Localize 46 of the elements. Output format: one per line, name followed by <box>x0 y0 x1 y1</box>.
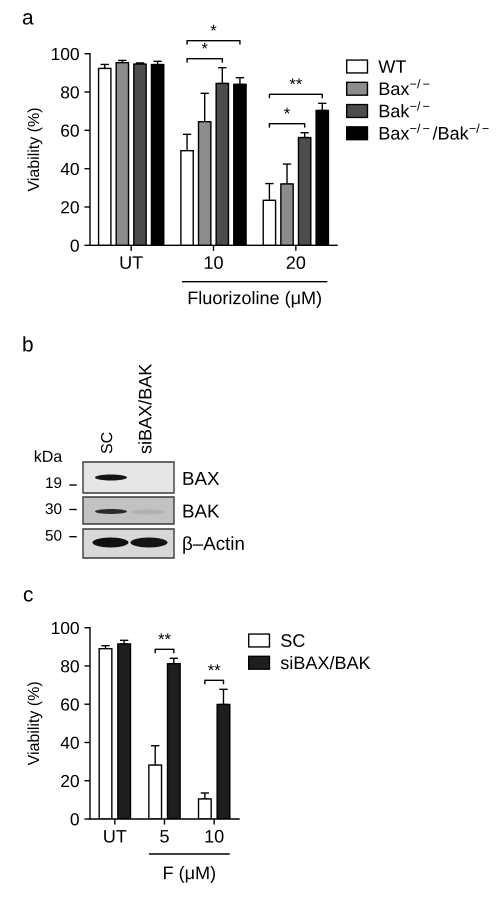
text: β–Actin <box>183 536 244 554</box>
annotation: ** <box>158 633 171 640</box>
annotation: * <box>284 108 290 114</box>
x-tick-label: UT <box>104 830 126 843</box>
text: BAK <box>184 504 220 518</box>
text: siBAX/BAK <box>138 364 152 454</box>
x-axis-title: Fluorizoline (μM) <box>188 291 321 308</box>
legend-label: Bax$^{−/−}$/Bak$^{−/−}$ <box>380 124 489 140</box>
y-tick-label: 0 <box>70 813 79 826</box>
text: b <box>23 336 33 352</box>
x-tick-label: 10 <box>204 256 223 269</box>
y-tick-label: 0 <box>70 239 79 252</box>
y-tick-label: 40 <box>60 736 79 749</box>
annotation: ** <box>290 78 302 84</box>
y-tick-label: 40 <box>60 162 79 176</box>
text: 30 <box>46 503 62 514</box>
y-tick-label: 100 <box>52 622 79 634</box>
y-axis-title: Viability (%) <box>27 682 42 766</box>
x-tick-label: UT <box>120 256 143 269</box>
text: * <box>202 42 208 49</box>
text: BAX <box>184 472 220 485</box>
text: SC <box>100 432 112 454</box>
legend-label: WT <box>378 60 406 73</box>
x-axis-title: F (μM) <box>164 866 215 883</box>
text: kDa <box>34 450 62 462</box>
y-tick-label: 80 <box>61 86 79 98</box>
legend-label: Bak$^{−/−}$ <box>380 101 430 118</box>
x-tick-label: 20 <box>286 256 306 269</box>
y-tick-label: 60 <box>61 124 79 137</box>
legend-label: SC <box>281 634 305 647</box>
y-tick-label: 20 <box>61 201 79 214</box>
y-tick-label: 100 <box>52 48 79 60</box>
legend-label: Bax$^{−/−}$ <box>380 79 430 96</box>
y-axis-title: Viability (%) <box>27 108 42 192</box>
annotation: ** <box>208 664 220 670</box>
text: 50 <box>46 530 62 541</box>
text: 19 <box>46 477 62 488</box>
y-tick-label: 60 <box>61 698 79 711</box>
y-tick-label: 20 <box>61 774 79 788</box>
x-tick-label: 10 <box>206 830 224 843</box>
legend-label: siBAX/BAK <box>280 656 370 670</box>
chart-title: c <box>24 590 33 602</box>
chart-title: a <box>22 13 34 25</box>
text: * <box>210 24 216 31</box>
x-tick-label: 5 <box>160 830 169 843</box>
y-tick-label: 80 <box>61 660 79 672</box>
